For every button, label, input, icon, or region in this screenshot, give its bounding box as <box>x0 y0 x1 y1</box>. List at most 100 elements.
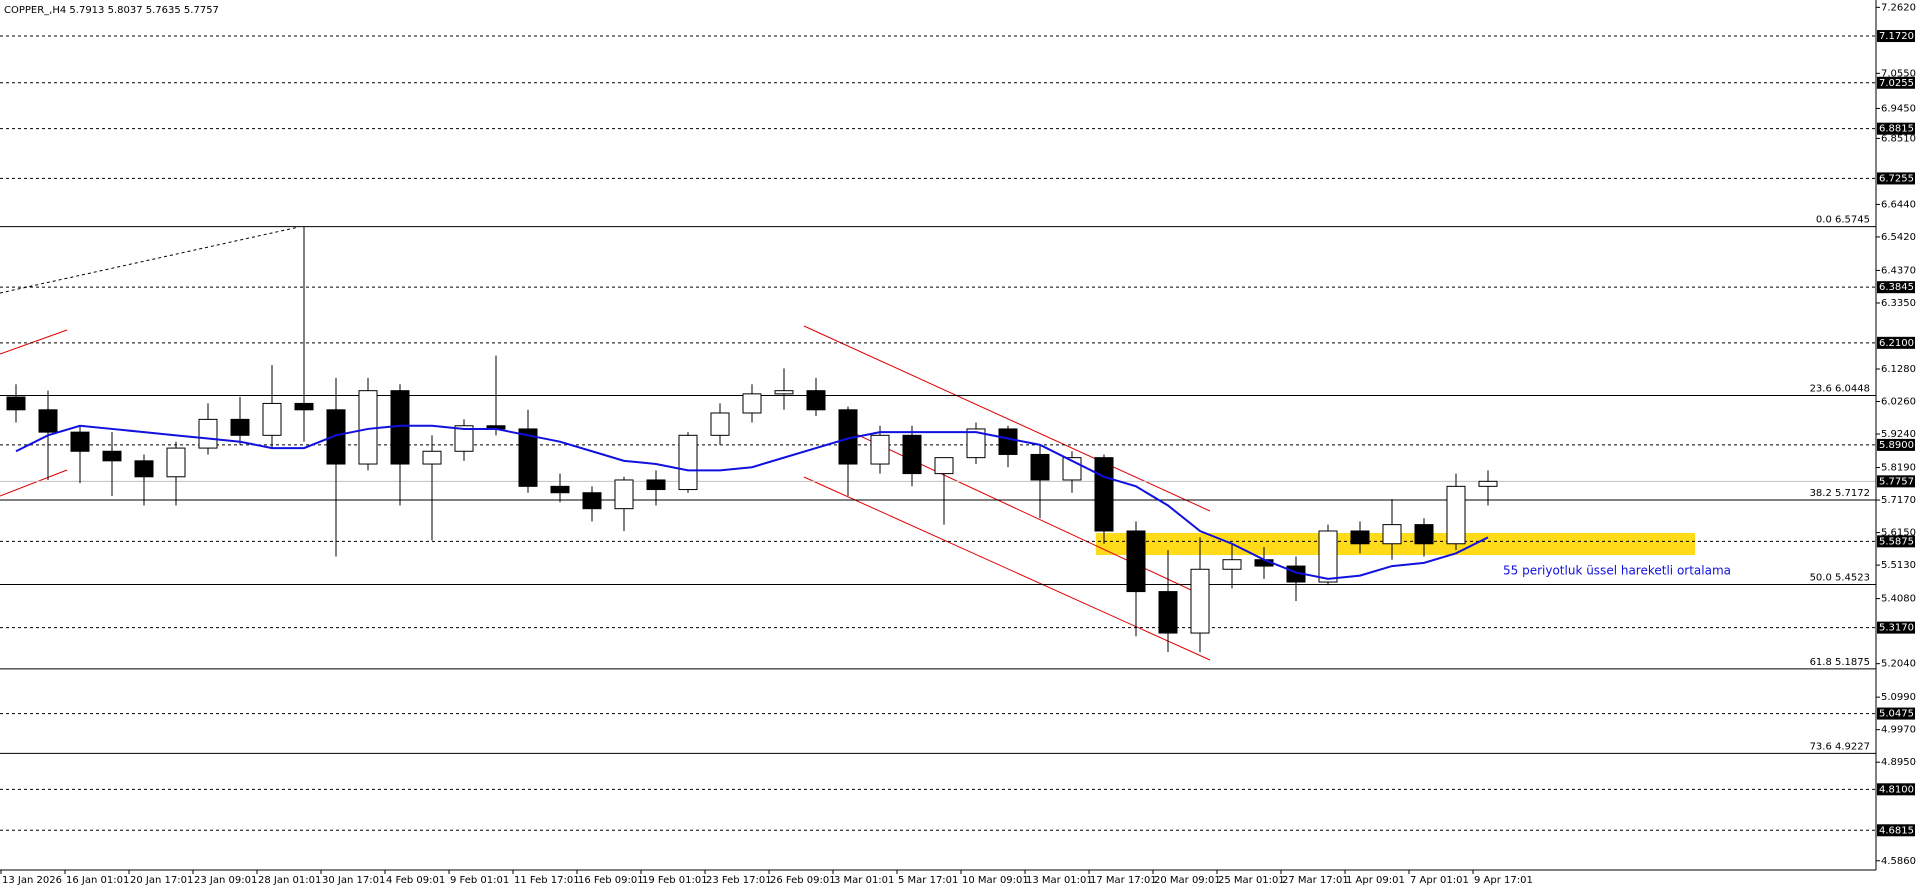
ema-annotation: 55 periyotluk üssel hareketli ortalama <box>1503 564 1731 578</box>
current-price-label: 5.7757 <box>1879 476 1914 487</box>
level-label: 7.0255 <box>1879 78 1914 89</box>
x-tick-label: 23 Feb 17:01 <box>706 875 772 886</box>
fib-label: 50.0 5.4523 <box>1810 572 1870 583</box>
candle-body <box>774 390 794 395</box>
x-tick-label: 20 Jan 17:01 <box>130 875 193 886</box>
channel-upper <box>803 325 1211 512</box>
level-box <box>1877 535 1915 548</box>
y-tick-label: 5.9240 <box>1881 429 1916 440</box>
fib-label: 23.6 6.0448 <box>1810 384 1870 395</box>
candle-body <box>646 479 666 491</box>
level-box <box>1877 438 1915 451</box>
x-tick-label: 13 Mar 01:01 <box>1026 875 1093 886</box>
level-box <box>1877 783 1915 796</box>
y-tick-label: 5.2040 <box>1881 659 1916 670</box>
candle-body <box>1222 559 1242 570</box>
channel-lower <box>803 476 1211 661</box>
fib-label: 38.2 5.7172 <box>1810 488 1870 499</box>
y-tick-label: 6.3350 <box>1881 298 1916 309</box>
candle-body <box>902 434 922 475</box>
candle-body <box>166 447 186 478</box>
candle-body <box>1190 568 1210 634</box>
y-tick-label: 5.5130 <box>1881 560 1916 571</box>
fib-label: 73.6 4.9227 <box>1810 741 1870 752</box>
candle-body <box>710 412 730 436</box>
level-label: 6.3845 <box>1879 282 1914 293</box>
candle-body <box>6 396 26 411</box>
x-tick-label: 17 Mar 17:01 <box>1090 875 1157 886</box>
fib-label: 0.0 6.5745 <box>1816 215 1870 226</box>
candle-body <box>1478 480 1498 487</box>
y-tick-label: 6.5420 <box>1881 232 1916 243</box>
channel-left-upper <box>0 329 68 355</box>
current-price-box <box>1877 475 1915 488</box>
candle-body <box>870 434 890 465</box>
level-box <box>1877 76 1915 89</box>
x-tick-label: 10 Mar 09:01 <box>962 875 1029 886</box>
level-box <box>1877 707 1915 720</box>
candle-body <box>998 428 1018 455</box>
candle-body <box>134 460 154 478</box>
candle-body <box>550 485 570 494</box>
level-label: 5.5875 <box>1879 536 1914 547</box>
y-tick-label: 4.5860 <box>1881 856 1916 867</box>
y-tick-label: 6.0260 <box>1881 397 1916 408</box>
level-box <box>1877 281 1915 294</box>
x-tick-label: 28 Jan 01:01 <box>258 875 321 886</box>
x-tick-label: 3 Mar 01:01 <box>834 875 894 886</box>
candle-body <box>422 450 442 465</box>
candle-body <box>1030 453 1050 481</box>
level-box <box>1877 122 1915 135</box>
level-label: 7.1720 <box>1879 31 1914 42</box>
level-label: 6.2100 <box>1879 338 1914 349</box>
x-tick-label: 9 Feb 01:01 <box>450 875 509 886</box>
candle-body <box>614 479 634 510</box>
candle-body <box>230 418 250 436</box>
x-tick-label: 13 Jan 2026 <box>2 875 62 886</box>
y-tick-label: 6.9450 <box>1881 103 1916 114</box>
candle-body <box>1094 457 1114 532</box>
level-box <box>1877 824 1915 837</box>
candle-body <box>1414 524 1434 545</box>
candle-body <box>454 425 474 452</box>
y-tick-label: 7.0550 <box>1881 68 1916 79</box>
candle-body <box>1126 530 1146 593</box>
fib-label: 61.8 5.1875 <box>1810 657 1870 668</box>
candle-body <box>966 428 986 459</box>
level-label: 4.8100 <box>1879 784 1914 795</box>
candle-body <box>326 409 346 465</box>
candle-body <box>70 431 90 452</box>
candle-body <box>1318 530 1338 583</box>
y-tick-label: 4.9970 <box>1881 725 1916 736</box>
candle-body <box>1446 485 1466 545</box>
candle-body <box>38 409 58 433</box>
x-tick-label: 20 Mar 09:01 <box>1154 875 1221 886</box>
level-label: 5.3170 <box>1879 623 1914 634</box>
x-tick-label: 4 Feb 09:01 <box>386 875 445 886</box>
x-tick-label: 26 Feb 09:01 <box>770 875 836 886</box>
level-label: 4.6815 <box>1879 825 1914 836</box>
x-tick-label: 16 Feb 09:01 <box>578 875 644 886</box>
x-tick-label: 27 Mar 17:01 <box>1282 875 1349 886</box>
x-tick-label: 16 Jan 01:01 <box>66 875 129 886</box>
x-tick-label: 11 Feb 17:01 <box>514 875 580 886</box>
y-tick-label: 5.8190 <box>1881 463 1916 474</box>
candle-body <box>934 457 954 475</box>
candle-body <box>1158 591 1178 634</box>
y-tick-label: 5.0990 <box>1881 692 1916 703</box>
level-label: 6.8815 <box>1879 124 1914 135</box>
candle-body <box>1382 524 1402 545</box>
x-tick-label: 25 Mar 01:01 <box>1218 875 1285 886</box>
y-tick-label: 5.7170 <box>1881 495 1916 506</box>
ema-line <box>15 424 1489 580</box>
x-tick-label: 19 Feb 01:01 <box>642 875 708 886</box>
channel-left-lower <box>0 469 68 497</box>
candle-body <box>262 402 282 436</box>
x-tick-label: 30 Jan 17:01 <box>322 875 385 886</box>
candle-body <box>1350 530 1370 545</box>
level-label: 6.7255 <box>1879 173 1914 184</box>
y-tick-label: 6.4370 <box>1881 265 1916 276</box>
candle-body <box>806 390 826 411</box>
